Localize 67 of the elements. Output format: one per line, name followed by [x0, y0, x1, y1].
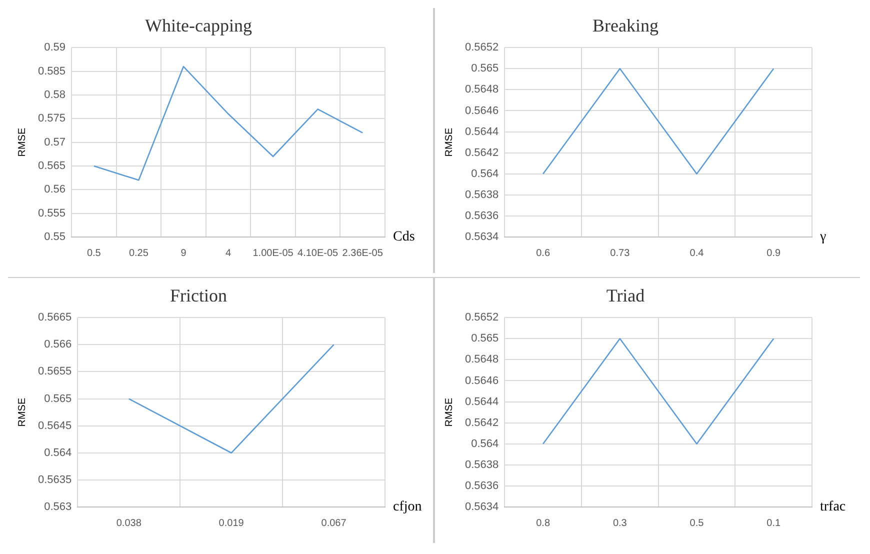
- y-tick-label: 0.575: [38, 112, 66, 125]
- y-tick-label: 0.5665: [38, 312, 72, 324]
- y-tick-label: 0.5652: [464, 312, 499, 324]
- y-tick-label: 0.5648: [464, 354, 499, 366]
- x-tick-label: 4.10E-05: [298, 248, 339, 259]
- y-tick-label: 0.55: [44, 231, 66, 244]
- y-tick-label: 0.5634: [464, 501, 499, 514]
- y-tick-label: 0.5636: [464, 480, 499, 492]
- chart-title: Triad: [606, 286, 645, 306]
- x-tick-label: 0.8: [536, 518, 550, 529]
- y-tick-label: 0.5638: [464, 458, 499, 471]
- y-tick-label: 0.57: [44, 136, 66, 148]
- chart-title: White-capping: [145, 16, 252, 36]
- x-tick-label: 0.9: [766, 248, 781, 259]
- y-tick-label: 0.5646: [464, 374, 499, 387]
- x-axis-title: Cds: [393, 230, 415, 245]
- x-tick-label: 0.038: [116, 518, 142, 529]
- x-tick-label: 2.36E-05: [342, 248, 384, 259]
- y-tick-label: 0.5642: [464, 146, 499, 159]
- y-tick-label: 0.563: [44, 501, 72, 514]
- y-tick-label: 0.5634: [464, 231, 499, 244]
- y-tick-label: 0.5636: [464, 210, 499, 222]
- y-tick-label: 0.564: [471, 438, 499, 450]
- x-tick-label: 0.73: [610, 248, 630, 259]
- y-tick-label: 0.56: [44, 184, 66, 196]
- y-tick-label: 0.555: [38, 207, 66, 220]
- y-tick-label: 0.5644: [464, 126, 499, 138]
- x-tick-label: 0.4: [690, 248, 704, 259]
- x-tick-label: 0.1: [766, 518, 781, 529]
- y-tick-label: 0.5648: [464, 84, 499, 96]
- y-tick-label: 0.565: [44, 392, 72, 405]
- x-tick-label: 0.5: [690, 518, 704, 529]
- y-tick-label: 0.5642: [464, 416, 499, 429]
- x-tick-label: 0.6: [536, 248, 550, 259]
- x-tick-label: 0.5: [86, 248, 102, 259]
- y-axis-title: RMSE: [16, 128, 28, 157]
- x-axis-title: cfjon: [393, 500, 422, 515]
- y-axis-title: RMSE: [16, 398, 28, 427]
- x-tick-label: 0.067: [321, 518, 347, 529]
- x-axis-title: γ: [819, 230, 826, 245]
- y-tick-label: 0.5655: [38, 366, 72, 378]
- y-tick-label: 0.565: [471, 62, 499, 75]
- y-tick-label: 0.564: [471, 168, 499, 180]
- x-tick-label: 0.25: [128, 248, 149, 259]
- y-tick-label: 0.5645: [38, 420, 72, 432]
- y-tick-label: 0.5635: [38, 474, 72, 486]
- y-tick-label: 0.5644: [464, 396, 499, 408]
- y-tick-label: 0.58: [44, 88, 66, 101]
- x-tick-label: 0.3: [612, 518, 628, 529]
- x-tick-label: 1.00E-05: [252, 248, 294, 259]
- y-axis-title: RMSE: [444, 128, 455, 157]
- y-tick-label: 0.565: [471, 332, 499, 345]
- y-tick-label: 0.59: [44, 42, 66, 54]
- chart-title: Breaking: [592, 16, 658, 36]
- x-tick-label: 9: [180, 248, 187, 259]
- y-tick-label: 0.5638: [464, 188, 499, 201]
- y-tick-label: 0.564: [44, 446, 72, 459]
- x-tick-label: 0.019: [218, 518, 244, 529]
- y-tick-label: 0.5652: [464, 42, 499, 54]
- y-tick-label: 0.5646: [464, 104, 499, 117]
- y-tick-label: 0.585: [38, 65, 66, 78]
- chart-title: Friction: [170, 286, 227, 306]
- x-tick-label: 4: [225, 248, 232, 259]
- y-tick-label: 0.565: [38, 160, 66, 172]
- y-tick-label: 0.566: [44, 338, 72, 351]
- x-axis-title: trfac: [820, 500, 846, 515]
- y-axis-title: RMSE: [444, 398, 455, 427]
